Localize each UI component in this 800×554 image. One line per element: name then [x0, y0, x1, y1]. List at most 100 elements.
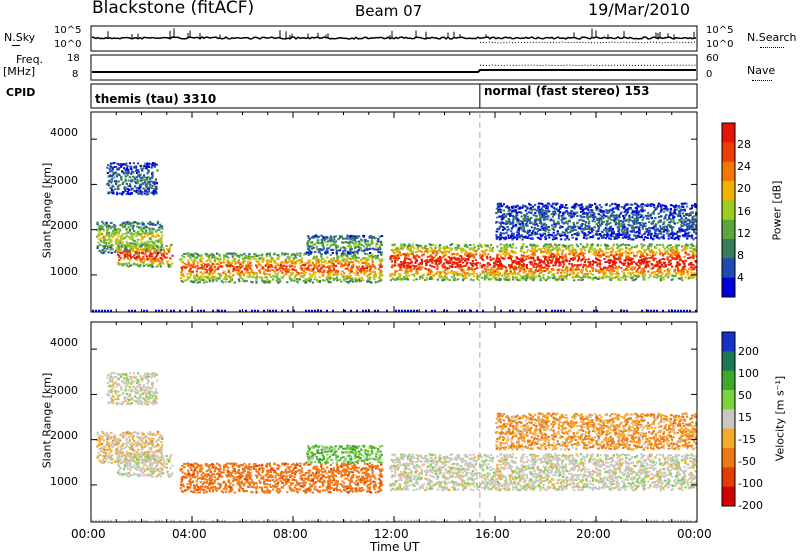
power-cell [268, 281, 271, 284]
power-cell [103, 238, 106, 241]
power-cell [505, 272, 508, 275]
power-cell [512, 276, 515, 279]
power-cell [647, 270, 650, 273]
power-cell [284, 252, 287, 255]
power-cell [392, 265, 395, 268]
power-cell [110, 180, 113, 183]
power-cell [565, 209, 568, 212]
power-cell [207, 277, 210, 280]
power-cell [668, 244, 671, 247]
power-cell [548, 236, 551, 239]
power-cell [296, 278, 299, 280]
power-cell [252, 272, 255, 274]
power-cell [330, 236, 333, 239]
power-cell [293, 279, 296, 282]
power-cell [150, 261, 153, 264]
power-cell [209, 272, 212, 275]
power-cell [269, 266, 272, 269]
power-cell [654, 225, 657, 228]
power-cell [105, 245, 108, 248]
power-cell [346, 245, 349, 247]
power-cell [580, 259, 583, 262]
power-cell [320, 253, 323, 256]
power-cell [344, 237, 347, 240]
nsearch-trace [479, 41, 697, 44]
power-cell [526, 277, 529, 280]
power-cell [450, 247, 454, 250]
power-cell [279, 270, 282, 273]
power-cell [285, 265, 288, 268]
power-cell [687, 273, 690, 276]
power-cell [224, 273, 227, 275]
power-cell [116, 246, 119, 249]
power-cell [685, 243, 688, 246]
power-cell [532, 250, 535, 253]
power-cell [377, 276, 380, 279]
power-cell [100, 240, 103, 243]
power-cell [220, 280, 223, 283]
power-cell [415, 244, 418, 247]
power-cell [406, 272, 409, 275]
power-cell [436, 250, 439, 253]
power-cell [187, 252, 190, 255]
power-cell [529, 256, 533, 259]
power-cell [104, 242, 107, 244]
power-cell [129, 253, 132, 256]
power-cell [420, 262, 423, 265]
power-cell [324, 259, 327, 262]
power-cell [603, 253, 606, 256]
power-cell [112, 189, 115, 192]
power-cell [657, 268, 660, 271]
power-cell [109, 187, 112, 190]
power-cell [649, 254, 652, 257]
power-cell [367, 248, 370, 251]
power-cell [619, 253, 622, 256]
power-cell [129, 238, 132, 241]
power-cell [127, 185, 130, 188]
power-cell [521, 244, 524, 247]
power-cell [460, 268, 463, 271]
power-cell [371, 242, 374, 245]
power-cell [238, 254, 241, 257]
power-cell [645, 248, 648, 251]
power-cell [677, 254, 680, 257]
power-cell [490, 277, 493, 280]
power-cell [669, 211, 672, 213]
power-cell [606, 266, 610, 269]
power-cell [367, 258, 370, 261]
power-cell [434, 259, 437, 262]
power-cell [550, 251, 553, 254]
power-cell [132, 239, 135, 242]
power-cell [336, 274, 339, 277]
power-cell [313, 256, 316, 259]
power-cell [304, 262, 307, 264]
power-cell [402, 245, 405, 248]
power-cell [558, 268, 561, 271]
power-cell [609, 268, 612, 271]
power-cell [597, 221, 600, 224]
power-cell [427, 249, 430, 252]
power-cell [658, 250, 661, 253]
power-cell [302, 272, 305, 275]
power-cell [573, 256, 576, 259]
power-cell [332, 257, 335, 260]
power-cell [308, 250, 311, 252]
power-cell [232, 254, 235, 257]
power-cell [675, 247, 678, 250]
power-cell [677, 269, 680, 272]
power-cell [450, 265, 453, 268]
power-cell [295, 269, 298, 272]
power-cell [362, 272, 366, 275]
power-cell [378, 235, 381, 238]
power-cell [110, 188, 113, 191]
power-cell [315, 262, 318, 264]
power-cell [441, 270, 444, 273]
power-cell [261, 260, 264, 263]
power-cell [610, 253, 613, 256]
power-cell [135, 191, 138, 194]
power-cell [629, 272, 632, 275]
power-cell [247, 258, 250, 261]
power-cell [592, 218, 595, 221]
power-cell [691, 275, 694, 278]
power-cell [344, 249, 347, 252]
